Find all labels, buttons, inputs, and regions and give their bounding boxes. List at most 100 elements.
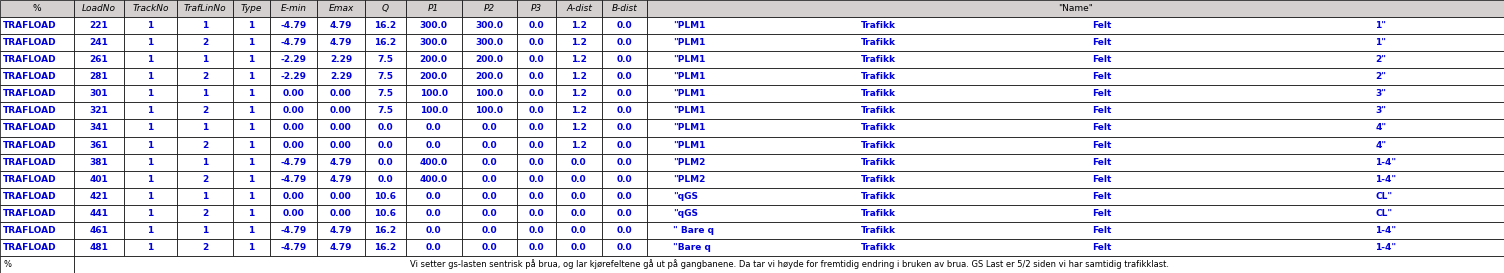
Bar xyxy=(269,222,317,239)
Bar xyxy=(462,188,517,205)
Bar xyxy=(462,222,517,239)
Text: 200.0: 200.0 xyxy=(420,55,448,64)
Text: "PLM1: "PLM1 xyxy=(672,72,705,81)
Text: 0.0: 0.0 xyxy=(617,106,632,115)
Text: Felt: Felt xyxy=(1092,123,1111,132)
Text: Trafikk: Trafikk xyxy=(862,141,896,150)
Bar xyxy=(517,68,556,85)
Bar xyxy=(74,17,123,34)
Bar xyxy=(406,85,462,102)
Bar xyxy=(74,205,123,222)
Text: 4.79: 4.79 xyxy=(329,226,352,235)
Text: 0.0: 0.0 xyxy=(617,38,632,47)
Bar xyxy=(462,51,517,68)
Text: 0.0: 0.0 xyxy=(529,209,544,218)
Text: 0.0: 0.0 xyxy=(481,123,498,132)
Bar xyxy=(233,205,269,222)
Text: 1: 1 xyxy=(248,38,254,47)
Text: 16.2: 16.2 xyxy=(374,38,397,47)
Text: 16.2: 16.2 xyxy=(374,226,397,235)
Text: 0.0: 0.0 xyxy=(529,89,544,98)
Text: 401: 401 xyxy=(90,175,108,184)
Bar xyxy=(177,17,233,34)
Text: Felt: Felt xyxy=(1092,192,1111,201)
Bar xyxy=(602,85,647,102)
Bar xyxy=(74,120,123,136)
Bar xyxy=(0,120,74,136)
Bar xyxy=(269,136,317,153)
Bar xyxy=(233,153,269,171)
Bar xyxy=(233,120,269,136)
Bar xyxy=(517,0,556,17)
Text: TRAFLOAD: TRAFLOAD xyxy=(3,21,57,30)
Text: 3": 3" xyxy=(1376,106,1387,115)
Bar xyxy=(556,222,602,239)
Text: 2.29: 2.29 xyxy=(329,55,352,64)
Bar xyxy=(647,68,1504,85)
Text: 4": 4" xyxy=(1376,123,1387,132)
Text: 0.0: 0.0 xyxy=(572,226,587,235)
Bar xyxy=(233,102,269,120)
Text: 0.00: 0.00 xyxy=(283,192,304,201)
Text: Felt: Felt xyxy=(1092,141,1111,150)
Text: 0.0: 0.0 xyxy=(426,226,442,235)
Text: 0.0: 0.0 xyxy=(481,209,498,218)
Text: 0.0: 0.0 xyxy=(529,123,544,132)
Bar xyxy=(602,153,647,171)
Bar xyxy=(317,136,364,153)
Text: 301: 301 xyxy=(90,89,108,98)
Text: Q: Q xyxy=(382,4,390,13)
Text: 0.0: 0.0 xyxy=(529,38,544,47)
Text: Felt: Felt xyxy=(1092,55,1111,64)
Bar xyxy=(462,153,517,171)
Bar xyxy=(556,51,602,68)
Text: 0.0: 0.0 xyxy=(572,192,587,201)
Text: TRAFLOAD: TRAFLOAD xyxy=(3,175,57,184)
Text: 1.2: 1.2 xyxy=(572,21,587,30)
Bar xyxy=(517,136,556,153)
Text: 100.0: 100.0 xyxy=(420,106,448,115)
Text: 400.0: 400.0 xyxy=(420,158,448,167)
Bar xyxy=(269,0,317,17)
Bar xyxy=(556,120,602,136)
Bar xyxy=(364,188,406,205)
Text: 400.0: 400.0 xyxy=(420,175,448,184)
Text: -4.79: -4.79 xyxy=(280,38,307,47)
Bar xyxy=(602,17,647,34)
Text: 1: 1 xyxy=(147,21,153,30)
Text: 0.00: 0.00 xyxy=(283,123,304,132)
Text: B-dist: B-dist xyxy=(612,4,638,13)
Text: 10.6: 10.6 xyxy=(374,192,396,201)
Bar xyxy=(233,171,269,188)
Text: -4.79: -4.79 xyxy=(280,175,307,184)
Text: -2.29: -2.29 xyxy=(281,72,307,81)
Text: 1: 1 xyxy=(248,209,254,218)
Text: 1: 1 xyxy=(147,55,153,64)
Text: 461: 461 xyxy=(89,226,108,235)
Bar xyxy=(0,222,74,239)
Bar xyxy=(269,120,317,136)
Bar xyxy=(0,0,74,17)
Bar xyxy=(269,34,317,51)
Bar xyxy=(462,120,517,136)
Text: 4.79: 4.79 xyxy=(329,21,352,30)
Text: 1: 1 xyxy=(202,158,208,167)
Bar xyxy=(556,136,602,153)
Bar xyxy=(517,51,556,68)
Text: 2": 2" xyxy=(1376,72,1387,81)
Bar xyxy=(647,205,1504,222)
Text: 1.2: 1.2 xyxy=(572,141,587,150)
Bar xyxy=(177,85,233,102)
Text: Felt: Felt xyxy=(1092,243,1111,252)
Text: 0.0: 0.0 xyxy=(617,89,632,98)
Text: TRAFLOAD: TRAFLOAD xyxy=(3,89,57,98)
Text: 300.0: 300.0 xyxy=(475,21,504,30)
Bar xyxy=(317,85,364,102)
Text: 0.0: 0.0 xyxy=(529,106,544,115)
Bar xyxy=(0,256,74,273)
Text: Trafikk: Trafikk xyxy=(862,106,896,115)
Bar xyxy=(269,68,317,85)
Text: TRAFLOAD: TRAFLOAD xyxy=(3,209,57,218)
Bar xyxy=(74,188,123,205)
Text: 0.0: 0.0 xyxy=(426,243,442,252)
